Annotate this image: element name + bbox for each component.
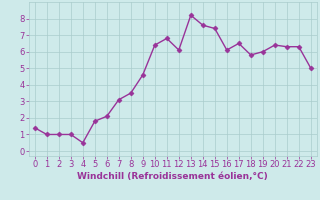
X-axis label: Windchill (Refroidissement éolien,°C): Windchill (Refroidissement éolien,°C): [77, 172, 268, 181]
